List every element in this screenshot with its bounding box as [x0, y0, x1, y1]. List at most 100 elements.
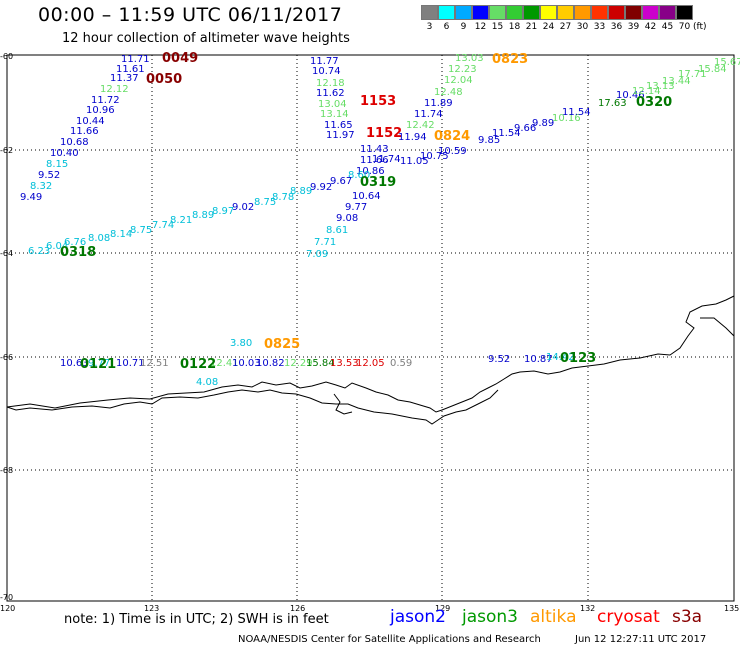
wave-height-label: 4.08	[196, 377, 218, 388]
legend-label: 30	[576, 22, 589, 32]
wave-height-label: 10.16	[552, 113, 581, 124]
time-label: 0050	[146, 72, 182, 87]
wave-height-label: 15.84	[306, 358, 335, 369]
legend-swatch	[557, 5, 574, 20]
wave-height-label: 10.40	[50, 148, 79, 159]
time-label: 1152	[366, 126, 402, 141]
footer-timestamp: Jun 12 12:27:11 UTC 2017	[575, 634, 707, 645]
legend-unit: (ft)	[693, 22, 707, 32]
wave-height-label: 14.42	[546, 352, 575, 363]
legend-swatch	[523, 5, 540, 20]
sat-s3a: s3a	[672, 607, 703, 627]
wave-height-label: 11.66	[70, 126, 99, 137]
wave-height-label: 12.42	[406, 120, 435, 131]
wave-height-label: 9.89	[532, 118, 554, 129]
wave-height-label: 11.97	[326, 130, 355, 141]
wave-height-label: 9.52	[488, 354, 510, 365]
track-labels: 11.7111.6111.3711.7212.1210.9610.4411.66…	[20, 51, 740, 388]
wave-height-label: 10.46	[616, 90, 645, 101]
antarctic-coastline	[6, 295, 735, 425]
wave-height-label: 9.77	[345, 202, 367, 213]
wave-height-label: 10.75	[420, 151, 449, 162]
wave-height-label: 8.75	[254, 197, 276, 208]
wave-height-label: 11.89	[424, 98, 453, 109]
legend-swatch	[489, 5, 506, 20]
sat-cryosat: cryosat	[597, 607, 660, 627]
wave-height-label: 12.23	[448, 64, 477, 75]
wave-height-label: 6.04	[46, 241, 68, 252]
wave-height-label: 11.54	[562, 107, 591, 118]
wave-height-label: 7.74	[152, 220, 174, 231]
legend-label: 36	[610, 22, 623, 32]
wave-height-label: 8.61	[326, 225, 348, 236]
wave-height-label: 13.44	[662, 76, 691, 87]
wave-height-label: 6.76	[64, 237, 86, 248]
graticule	[7, 55, 734, 601]
wave-height-label: 11.94	[398, 132, 427, 143]
wave-height-label: 6.23	[28, 246, 50, 257]
legend-swatch	[659, 5, 676, 20]
wave-height-label: 10.71	[116, 358, 145, 369]
wave-height-label: 12.05	[356, 358, 385, 369]
wave-height-label: 11.77	[310, 56, 339, 67]
lon-label-3: 126	[290, 604, 306, 613]
wave-height-label: 12.18	[316, 78, 345, 89]
legend-swatch	[608, 5, 625, 20]
wave-height-label: 9.77	[88, 358, 110, 369]
wave-height-label: 13.03	[455, 53, 484, 64]
wave-height-label: 12.41	[210, 358, 239, 369]
wave-height-label: 9.92	[310, 182, 332, 193]
wave-height-label: 10.64	[352, 191, 381, 202]
legend-label: 45	[661, 22, 674, 32]
wave-height-label: 12.12	[100, 84, 129, 95]
wave-height-label: 11.74	[372, 154, 401, 165]
map-subtitle: 12 hour collection of altimeter wave hei…	[62, 31, 350, 46]
wave-height-label: 8.89	[192, 210, 214, 221]
wave-height-label: 9.52	[38, 170, 60, 181]
wave-height-label: 9.67	[330, 176, 352, 187]
legend-swatch	[676, 5, 693, 20]
time-label: 0122	[180, 357, 216, 372]
time-label: 0824	[434, 129, 470, 144]
wave-height-label: 8.32	[30, 181, 52, 192]
sat-jason3: jason3	[462, 607, 518, 627]
lat-label-1: -60	[0, 52, 14, 61]
legend-swatch	[472, 5, 489, 20]
wave-height-label: 9.08	[336, 213, 358, 224]
wave-height-label: 10.96	[86, 105, 115, 116]
legend-swatches	[421, 5, 707, 20]
wave-height-label: 8.08	[88, 233, 110, 244]
legend-label: 27	[559, 22, 572, 32]
legend-swatch	[642, 5, 659, 20]
wave-height-label: 8.15	[46, 159, 68, 170]
map-frame	[6, 54, 735, 602]
legend-label: 24	[542, 22, 555, 32]
wave-height-label: 11.62	[316, 88, 345, 99]
wave-height-label: 11.37	[110, 73, 139, 84]
wave-height-label: 8.60	[348, 170, 370, 181]
wave-height-label: 12.14	[632, 86, 661, 97]
wave-height-label: 10.44	[76, 116, 105, 127]
legend-label: 6	[443, 22, 450, 32]
wave-height-label: 11.65	[324, 120, 353, 131]
wave-height-label: 10.03	[232, 358, 261, 369]
legend-swatch	[438, 5, 455, 20]
wave-height-label: 0.59	[390, 358, 412, 369]
wave-height-label: 8.89	[290, 186, 312, 197]
wave-height-label: 10.86	[356, 166, 385, 177]
wave-height-label: 11.43	[360, 144, 389, 155]
wave-height-label: 11.71	[121, 54, 150, 65]
time-label: 0049	[162, 51, 198, 66]
wave-height-label: 17.63	[598, 98, 627, 109]
time-label: 0320	[636, 95, 672, 110]
lat-label-4: -66	[0, 353, 14, 362]
wave-height-label: 11.61	[116, 64, 145, 75]
legend-label: 15	[491, 22, 504, 32]
wave-height-label: 9.02	[232, 202, 254, 213]
wave-height-label: 11.66	[360, 155, 389, 166]
lon-label-6: 135	[724, 604, 740, 613]
lat-label-6: -70	[0, 593, 14, 602]
sat-jason2: jason2	[390, 607, 446, 627]
legend-label: 9	[460, 22, 467, 32]
